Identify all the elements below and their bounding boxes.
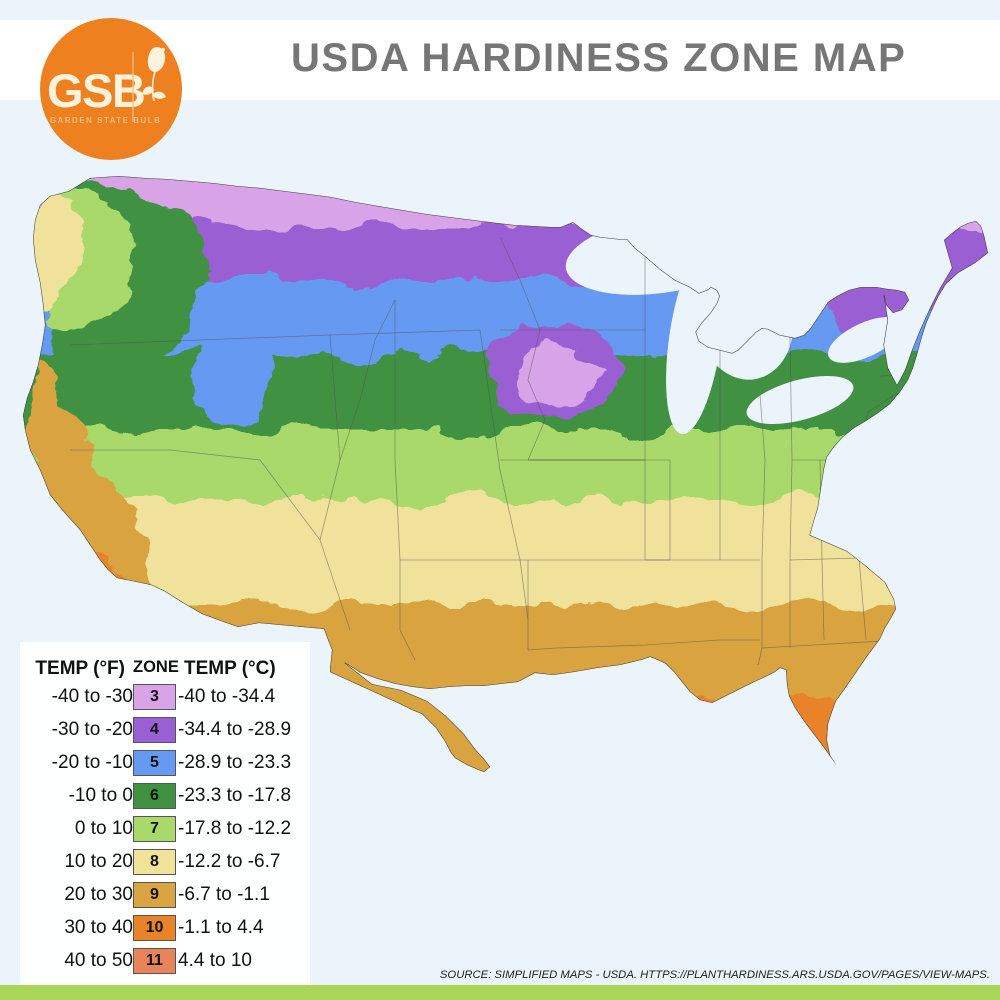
svg-text:GSB: GSB (47, 64, 144, 117)
svg-text:GARDEN STATE BULB: GARDEN STATE BULB (50, 116, 161, 125)
